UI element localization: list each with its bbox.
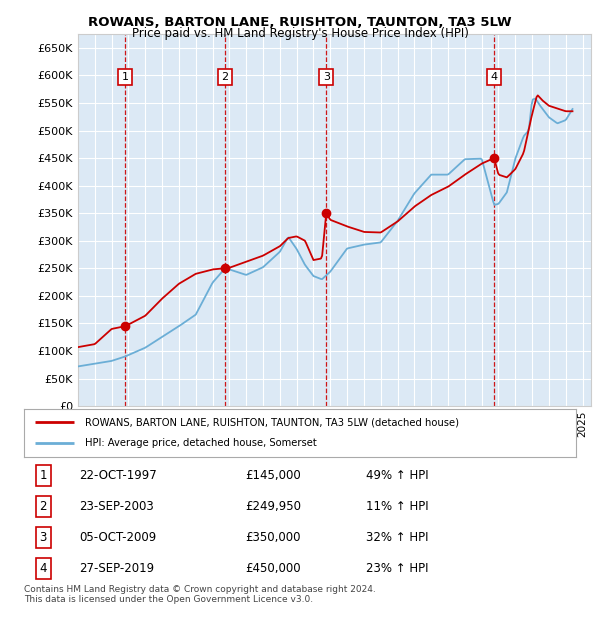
Text: 49% ↑ HPI: 49% ↑ HPI	[366, 469, 429, 482]
Text: £450,000: £450,000	[245, 562, 301, 575]
Text: 1: 1	[122, 72, 128, 82]
Text: 27-SEP-2019: 27-SEP-2019	[79, 562, 154, 575]
Text: £350,000: £350,000	[245, 531, 301, 544]
Text: 4: 4	[491, 72, 497, 82]
Text: Contains HM Land Registry data © Crown copyright and database right 2024.
This d: Contains HM Land Registry data © Crown c…	[24, 585, 376, 604]
Text: 23-SEP-2003: 23-SEP-2003	[79, 500, 154, 513]
Text: 11% ↑ HPI: 11% ↑ HPI	[366, 500, 429, 513]
Text: 4: 4	[40, 562, 47, 575]
Text: Price paid vs. HM Land Registry's House Price Index (HPI): Price paid vs. HM Land Registry's House …	[131, 27, 469, 40]
Text: 3: 3	[40, 531, 47, 544]
Text: ROWANS, BARTON LANE, RUISHTON, TAUNTON, TA3 5LW (detached house): ROWANS, BARTON LANE, RUISHTON, TAUNTON, …	[85, 417, 459, 427]
Text: 3: 3	[323, 72, 330, 82]
Text: 32% ↑ HPI: 32% ↑ HPI	[366, 531, 429, 544]
Text: £145,000: £145,000	[245, 469, 301, 482]
Text: 22-OCT-1997: 22-OCT-1997	[79, 469, 157, 482]
Text: ROWANS, BARTON LANE, RUISHTON, TAUNTON, TA3 5LW: ROWANS, BARTON LANE, RUISHTON, TAUNTON, …	[88, 16, 512, 29]
Text: 05-OCT-2009: 05-OCT-2009	[79, 531, 157, 544]
Text: 23% ↑ HPI: 23% ↑ HPI	[366, 562, 429, 575]
Text: 2: 2	[40, 500, 47, 513]
Text: 1: 1	[40, 469, 47, 482]
Text: 2: 2	[221, 72, 228, 82]
Text: £249,950: £249,950	[245, 500, 301, 513]
Text: HPI: Average price, detached house, Somerset: HPI: Average price, detached house, Some…	[85, 438, 316, 448]
